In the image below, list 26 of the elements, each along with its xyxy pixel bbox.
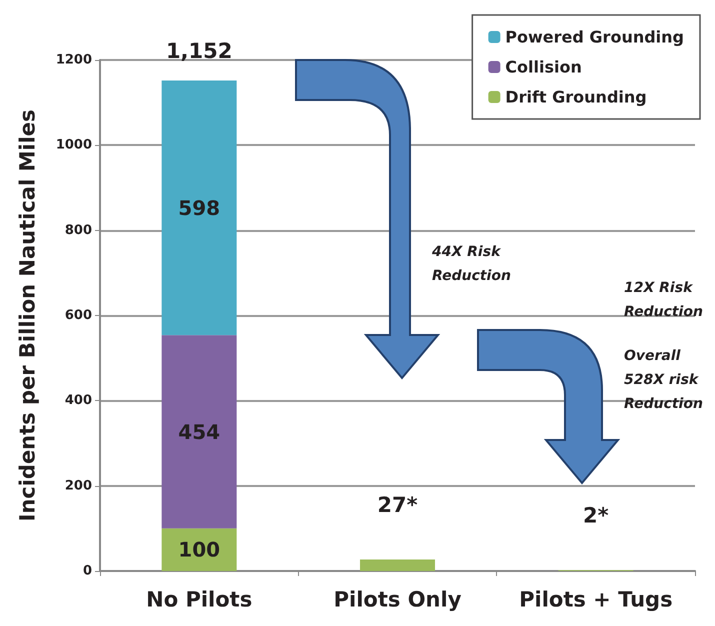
data-label: 454 xyxy=(178,420,220,444)
y-tick-label: 1200 xyxy=(56,52,92,68)
bar xyxy=(162,80,237,336)
annotation: 12X Risk Reduction xyxy=(624,280,703,320)
y-axis-title: Incidents per Billion Nautical Miles xyxy=(16,109,40,522)
legend-label: Drift Grounding xyxy=(505,88,647,106)
data-label: 598 xyxy=(178,196,220,220)
legend-label: Powered Grounding xyxy=(505,28,684,46)
bar xyxy=(360,560,435,571)
y-tick-label: 200 xyxy=(64,478,92,494)
total-label: 2* xyxy=(583,504,609,528)
y-tick-label: 0 xyxy=(82,564,92,578)
x-tick-label: Pilots Only xyxy=(334,588,462,612)
annotation: Overall 528X risk Reduction xyxy=(624,348,704,412)
bar xyxy=(162,335,237,528)
y-tick-label: 600 xyxy=(64,308,92,323)
y-tick-label: 400 xyxy=(64,393,92,408)
x-tick-label: Pilots + Tugs xyxy=(519,588,673,612)
x-tick-label: No Pilots xyxy=(146,588,252,612)
y-tick-label: 1000 xyxy=(56,138,92,153)
total-label: 27* xyxy=(377,493,418,518)
legend-label: Collision xyxy=(505,58,582,76)
total-label: 1,152 xyxy=(166,38,232,63)
y-tick-label: 800 xyxy=(64,222,92,238)
annotation: 44X Risk Reduction xyxy=(431,244,511,284)
data-label: 100 xyxy=(178,538,220,562)
